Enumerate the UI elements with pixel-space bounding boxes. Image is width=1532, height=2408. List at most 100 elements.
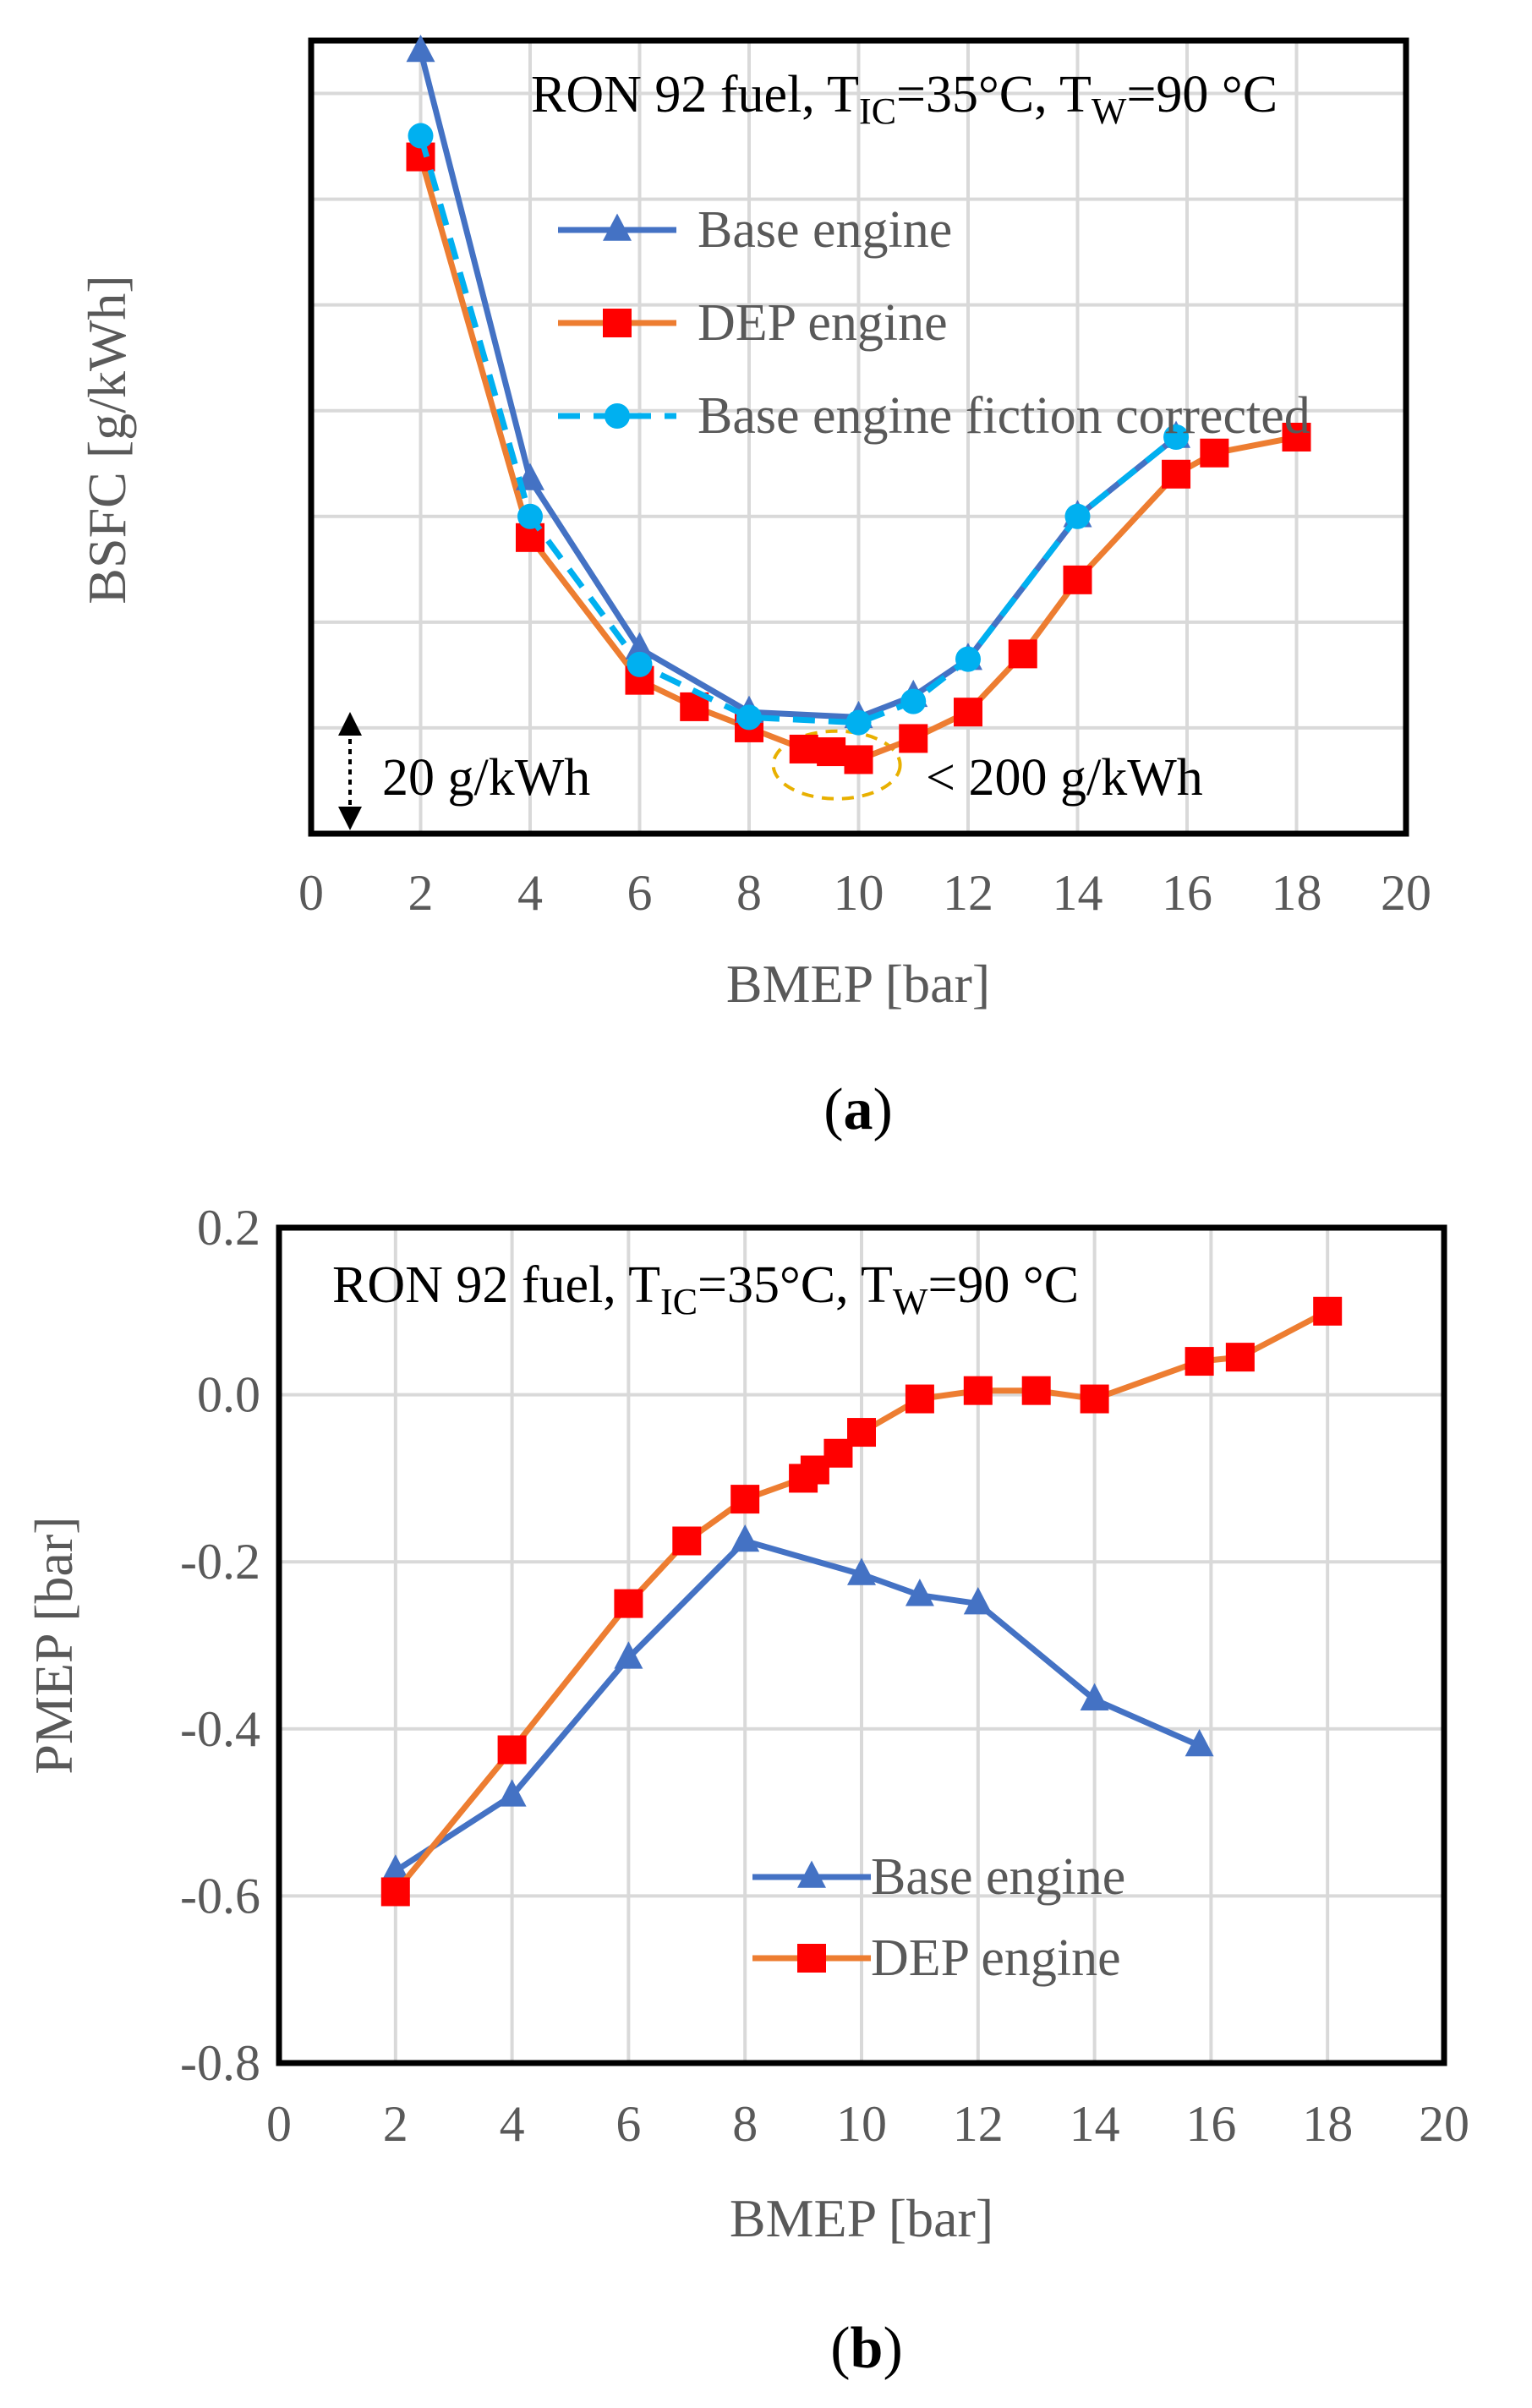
x-tick-label: 20 <box>1419 2096 1469 2152</box>
panel-a-x-ticks: 0 2 4 6 8 10 12 14 16 18 20 <box>298 865 1431 921</box>
data-point-base-engine <box>625 632 654 659</box>
x-tick-label: 4 <box>517 865 543 921</box>
panel-a-series <box>406 34 1311 774</box>
data-point-dep-engine <box>1063 565 1092 594</box>
x-tick-label: 6 <box>627 865 653 921</box>
min-bsfc-note: < 200 g/kWh <box>926 749 1203 807</box>
x-tick-label: 0 <box>298 865 324 921</box>
legend-marker <box>605 403 630 429</box>
series-line-base-engine <box>418 50 1179 720</box>
x-tick-label: 14 <box>1070 2096 1120 2152</box>
series-line-base-engine <box>393 1538 1201 1874</box>
data-point-dep-engine <box>614 1589 643 1618</box>
panel-a: 0 2 4 6 8 10 12 14 16 18 20 BMEP [bar] BSFC [g/kWh… <box>77 34 1431 1142</box>
data-point-base-engine <box>905 1579 934 1606</box>
data-point-dep-engine <box>817 737 846 767</box>
data-point-base-engine <box>963 1587 993 1615</box>
legend-label: Base engine <box>871 1848 1125 1906</box>
legend-marker <box>797 1860 826 1888</box>
panel-a-legend: Base engine DEP engine Base engine ficti… <box>558 201 1310 445</box>
data-point-base-engine <box>497 1779 527 1807</box>
panel-b: 0 2 4 6 8 10 12 14 16 18 20 -0.8 -0.6 -0.4 -0.2 0.0 0.2… <box>24 1200 1469 2381</box>
x-tick-label: 4 <box>500 2096 525 2152</box>
panel-b-x-axis-title: BMEP [bar] <box>730 2188 993 2248</box>
legend-label: DEP engine <box>871 1929 1121 1987</box>
legend-item-base-engine: Base engine <box>752 1848 1125 1906</box>
data-point-dep-engine <box>1225 1343 1255 1372</box>
data-point-dep-engine <box>847 1418 876 1448</box>
series-dep-engine <box>406 142 1311 774</box>
x-tick-label: 16 <box>1162 865 1212 921</box>
data-point-base-engine-fiction-corrected <box>408 123 434 149</box>
legend-marker <box>797 1944 826 1973</box>
x-tick-label: 0 <box>266 2096 292 2152</box>
panel-b-caption: (b) <box>830 2316 903 2381</box>
x-tick-label: 8 <box>732 2096 758 2152</box>
series-base-engine-fiction-corrected <box>408 123 1190 736</box>
data-point-dep-engine <box>1200 438 1229 468</box>
data-point-base-engine <box>1080 1683 1109 1710</box>
data-point-base-engine-fiction-corrected <box>1163 424 1190 450</box>
data-point-dep-engine <box>789 734 818 763</box>
x-tick-label: 6 <box>616 2096 641 2152</box>
y-tick-label: 0.0 <box>197 1367 260 1423</box>
series-base-engine <box>380 1524 1214 1882</box>
panel-a-x-axis-title: BMEP [bar] <box>726 954 990 1014</box>
data-point-dep-engine <box>497 1735 527 1765</box>
data-point-dep-engine <box>1185 1347 1214 1376</box>
x-tick-label: 8 <box>736 865 762 921</box>
panel-a-scale-indicator: 20 g/kWh <box>338 712 590 830</box>
x-tick-label: 18 <box>1302 2096 1353 2152</box>
data-point-base-engine <box>847 1557 876 1585</box>
data-point-dep-engine <box>1080 1384 1109 1414</box>
data-point-base-engine-fiction-corrected <box>955 646 981 672</box>
scale-bar-label: 20 g/kWh <box>382 749 590 807</box>
x-tick-label: 10 <box>834 865 884 921</box>
y-tick-label: -0.4 <box>180 1701 260 1757</box>
data-point-dep-engine <box>963 1376 993 1405</box>
x-tick-label: 12 <box>953 2096 1004 2152</box>
arrow-up-icon <box>338 712 362 736</box>
x-tick-label: 14 <box>1053 865 1103 921</box>
legend-item-dep-engine: DEP engine <box>558 294 948 352</box>
legend-marker <box>603 309 632 337</box>
data-point-base-engine <box>380 1854 410 1882</box>
x-tick-label: 2 <box>408 865 434 921</box>
x-tick-label: 12 <box>943 865 993 921</box>
y-tick-label: -0.6 <box>180 1868 260 1924</box>
data-point-dep-engine <box>1282 423 1311 452</box>
data-point-dep-engine <box>1008 639 1037 669</box>
panel-a-title: RON 92 fuel, TIC=35°C, TW=90 °C <box>531 66 1278 132</box>
panel-b-x-ticks: 0 2 4 6 8 10 12 14 16 18 20 <box>266 2096 1469 2152</box>
series-base-engine <box>406 34 1191 729</box>
data-point-base-engine-fiction-corrected <box>845 709 872 736</box>
data-point-base-engine <box>730 1524 760 1552</box>
data-point-dep-engine <box>905 1384 934 1414</box>
y-tick-label: -0.2 <box>180 1534 260 1590</box>
y-tick-label: 0.2 <box>197 1200 260 1256</box>
data-point-base-engine <box>1185 1729 1214 1757</box>
legend-label: DEP engine <box>698 294 948 352</box>
data-point-base-engine-fiction-corrected <box>1064 503 1091 529</box>
legend-item-dep-engine: DEP engine <box>752 1929 1121 1987</box>
panel-b-y-ticks: -0.8 -0.6 -0.4 -0.2 0.0 0.2 <box>180 1200 260 2091</box>
y-tick-label: -0.8 <box>180 2035 260 2091</box>
panel-b-legend: Base engine DEP engine <box>752 1848 1125 1987</box>
panel-b-series <box>380 1296 1343 1907</box>
panel-b-y-axis-title: PMEP [bar] <box>24 1516 84 1774</box>
legend-marker <box>603 213 632 241</box>
data-point-dep-engine <box>1021 1376 1051 1405</box>
data-point-dep-engine <box>954 698 982 727</box>
data-point-dep-engine <box>730 1485 760 1514</box>
x-tick-label: 16 <box>1185 2096 1236 2152</box>
legend-label: Base engine <box>698 201 952 259</box>
legend-label: Base engine fiction corrected <box>698 387 1310 445</box>
data-point-dep-engine <box>380 1877 410 1907</box>
x-tick-label: 20 <box>1381 865 1431 921</box>
panel-b-title: RON 92 fuel, TIC=35°C, TW=90 °C <box>332 1256 1079 1322</box>
data-point-dep-engine <box>1162 459 1191 489</box>
data-point-dep-engine <box>672 1526 702 1556</box>
data-point-base-engine-fiction-corrected <box>626 651 653 677</box>
x-tick-label: 18 <box>1272 865 1322 921</box>
